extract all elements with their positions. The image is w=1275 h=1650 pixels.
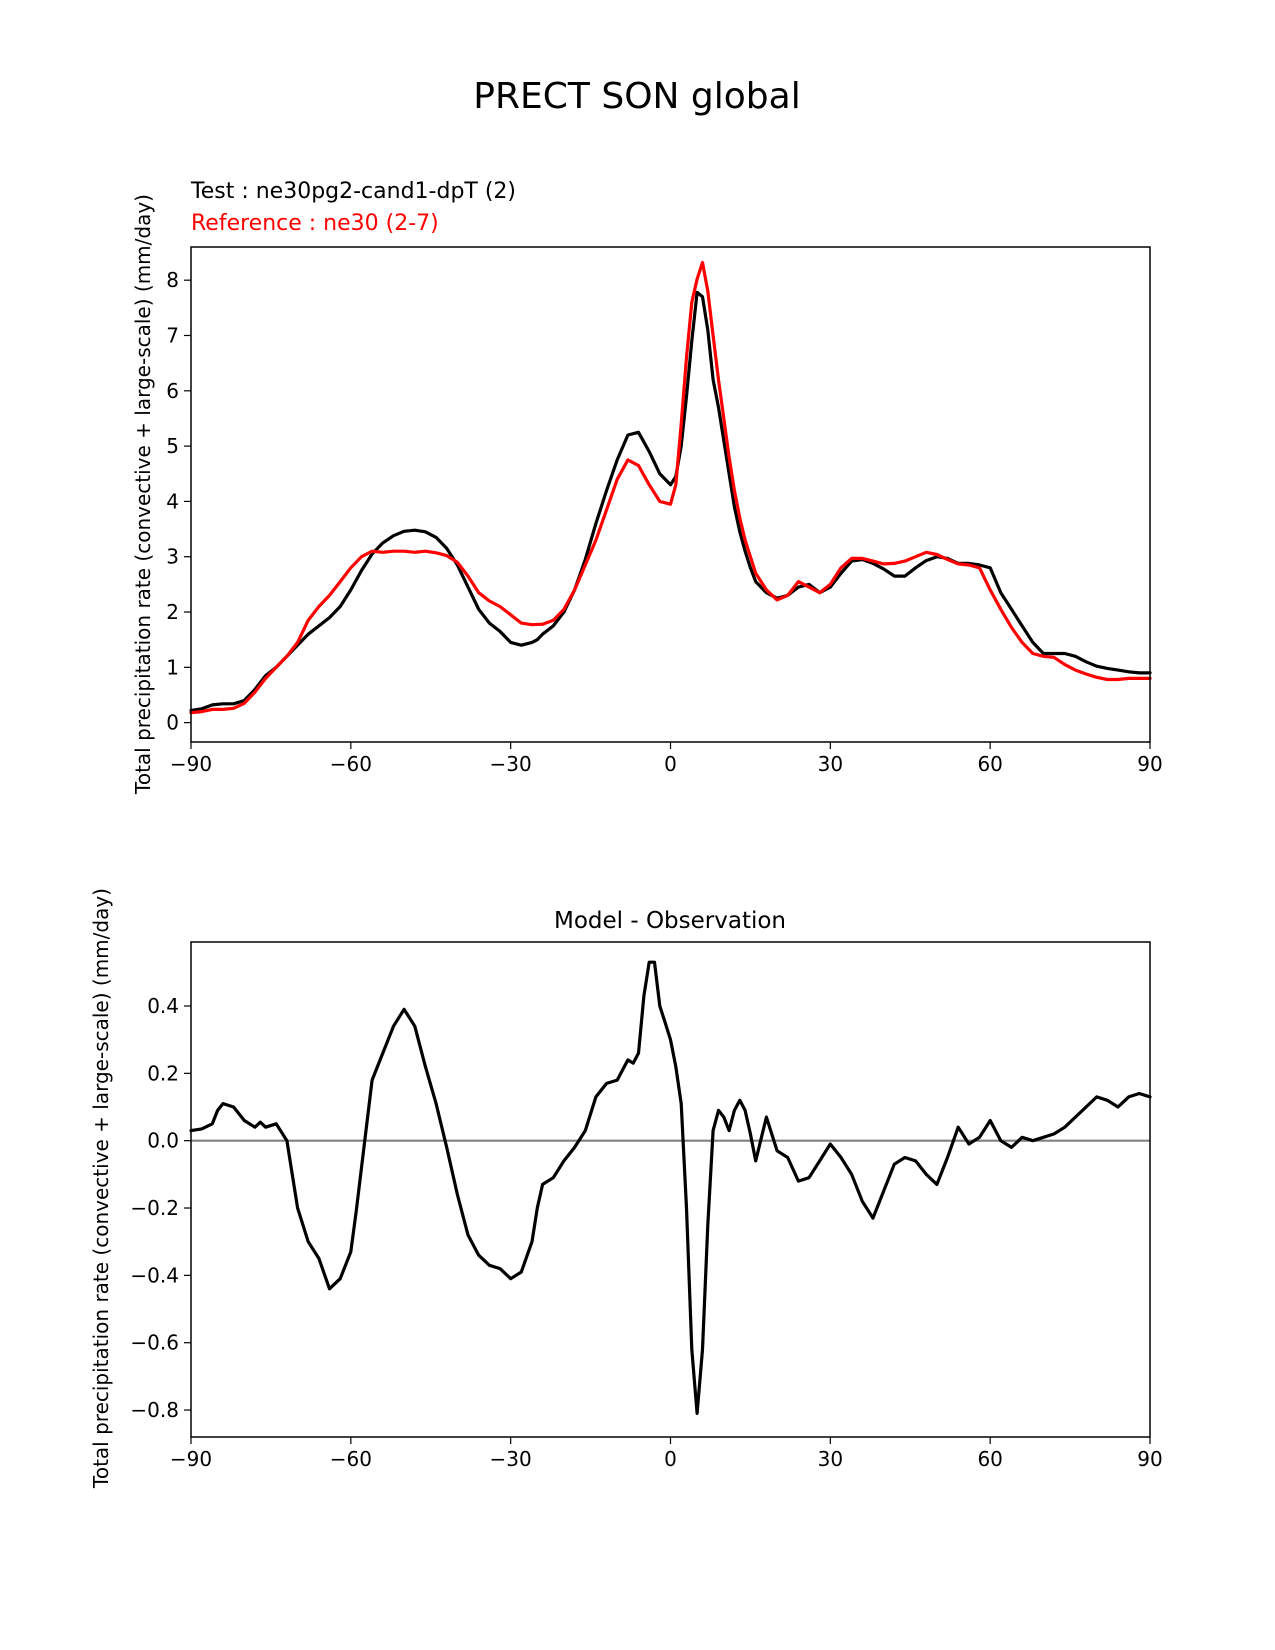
x-tick-label: −60 xyxy=(330,752,372,776)
top-x-ticks: −90 −60 −30 0 30 60 90 xyxy=(170,742,1163,776)
x-tick-label: −90 xyxy=(170,1447,212,1471)
y-tick-label: 7 xyxy=(166,323,179,347)
legend-test-label: Test : ne30pg2-cand1-dpT (2) xyxy=(190,179,516,204)
top-chart: Test : ne30pg2-cand1-dpT (2) Reference :… xyxy=(131,179,1163,795)
x-tick-label: −30 xyxy=(490,1447,532,1471)
y-tick-label: 8 xyxy=(166,268,179,292)
bottom-axes-frame xyxy=(190,941,1151,1438)
legend-reference-label: Reference : ne30 (2-7) xyxy=(191,211,439,236)
y-tick-label: −0.2 xyxy=(130,1196,179,1220)
top-y-axis-label: Total precipitation rate (convective + l… xyxy=(131,194,155,795)
y-tick-label: 0.0 xyxy=(147,1129,179,1153)
bottom-y-ticks: −0.8 −0.6 −0.4 −0.2 0.0 0.2 0.4 xyxy=(130,994,191,1422)
y-tick-label: 0.2 xyxy=(147,1061,179,1085)
y-tick-label: 0.4 xyxy=(147,994,179,1018)
x-tick-label: 60 xyxy=(977,1447,1002,1471)
series-line-primary xyxy=(189,960,1152,1416)
y-tick-label: 4 xyxy=(166,489,179,513)
y-tick-label: 6 xyxy=(166,379,179,403)
bottom-chart-title: Model - Observation xyxy=(554,908,786,934)
bottom-chart: Model - Observation Total precipitation … xyxy=(89,888,1163,1489)
x-tick-label: 90 xyxy=(1137,752,1162,776)
y-tick-label: 3 xyxy=(166,545,179,569)
top-y-ticks: 0 1 2 3 4 5 6 7 8 xyxy=(166,268,191,735)
x-tick-label: −90 xyxy=(170,752,212,776)
x-tick-label: 0 xyxy=(664,752,677,776)
y-tick-label: −0.4 xyxy=(130,1263,179,1287)
figure-title: PRECT SON global xyxy=(473,76,800,117)
bottom-x-ticks: −90 −60 −30 0 30 60 90 xyxy=(170,1437,1163,1471)
y-tick-label: 1 xyxy=(166,655,179,679)
y-tick-label: 0 xyxy=(166,711,179,735)
x-tick-label: 60 xyxy=(977,752,1002,776)
y-tick-label: 5 xyxy=(166,434,179,458)
series-line-secondary xyxy=(189,260,1152,715)
y-tick-label: −0.8 xyxy=(130,1398,179,1422)
x-tick-label: 0 xyxy=(664,1447,677,1471)
series-line-primary xyxy=(189,290,1152,713)
top-axes-frame xyxy=(190,246,1151,743)
top-plot-lines xyxy=(189,260,1152,715)
x-tick-label: −30 xyxy=(490,752,532,776)
x-tick-label: 30 xyxy=(818,1447,843,1471)
y-tick-label: −0.6 xyxy=(130,1331,179,1355)
bottom-y-axis-label: Total precipitation rate (convective + l… xyxy=(89,888,113,1489)
bottom-plot-lines xyxy=(189,960,1152,1416)
x-tick-label: −60 xyxy=(330,1447,372,1471)
y-tick-label: 2 xyxy=(166,600,179,624)
x-tick-label: 90 xyxy=(1137,1447,1162,1471)
x-tick-label: 30 xyxy=(818,752,843,776)
